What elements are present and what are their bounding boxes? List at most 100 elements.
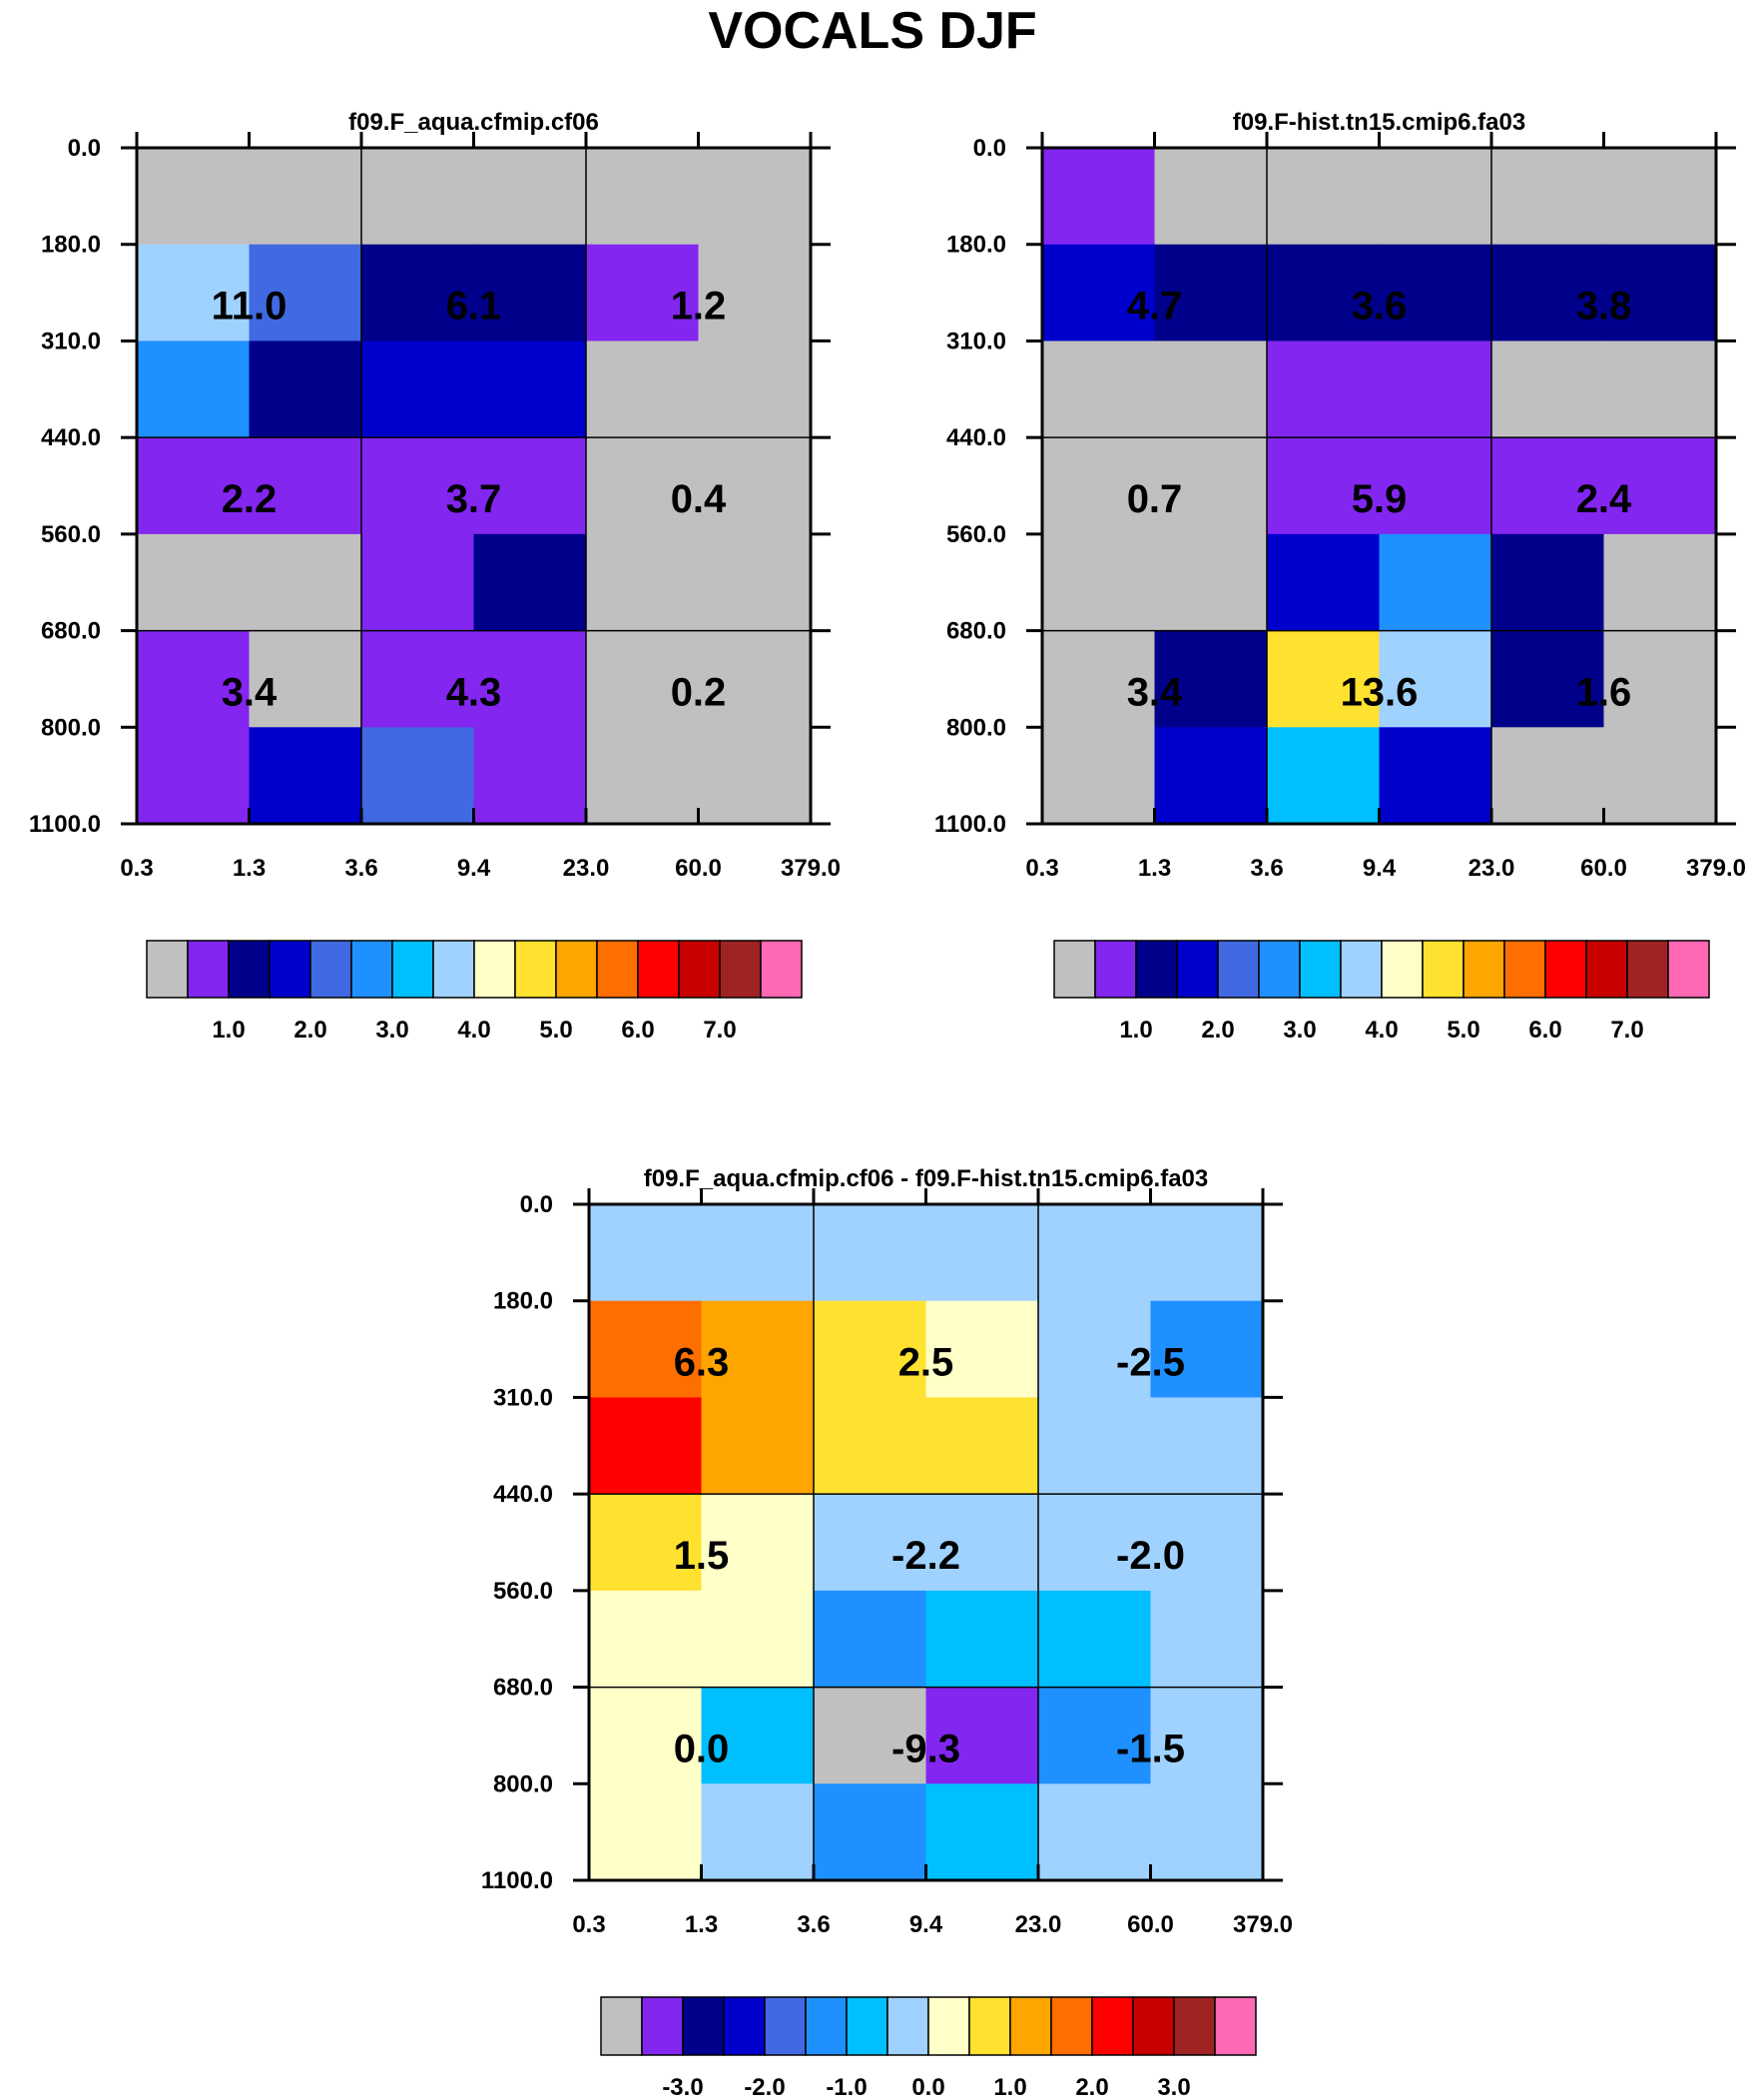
heatmap-cell [249, 727, 362, 825]
heatmap-panel-1: f09.F_aqua.cfmip.cf06 0.3 1.3 3.6 9.4 23.0 60.… [29, 109, 841, 1044]
heatmap-cell [1038, 1204, 1152, 1302]
heatmap-cell [698, 533, 812, 632]
heatmap-cell [137, 630, 251, 728]
colorbar-swatch [1340, 940, 1383, 999]
data-label: 3.8 [1576, 284, 1632, 328]
heatmap-cell [361, 437, 475, 535]
colorbar-swatch [1544, 940, 1587, 999]
colorbar-swatch [309, 940, 352, 999]
heatmap-cell [1042, 244, 1156, 343]
data-label: -1.5 [1116, 1727, 1185, 1770]
plots-container: f09.F_aqua.cfmip.cf06 0.3 1.3 3.6 9.4 23.0 60.… [29, 109, 1746, 2100]
heatmap-cell [137, 341, 251, 438]
heatmap-cell [1150, 1397, 1264, 1495]
heatmap-cell [925, 1494, 1039, 1592]
heatmap-cell [1603, 727, 1717, 825]
data-label: 4.3 [446, 670, 502, 714]
data-label: -2.5 [1116, 1340, 1185, 1384]
colorbar-swatch [805, 1996, 848, 2056]
heatmap-cell [586, 533, 700, 632]
colorbar-swatch [269, 940, 311, 999]
x-tick-label: 3.6 [344, 855, 377, 882]
heatmap-cell [361, 630, 475, 728]
y-tick-label: 440.0 [946, 424, 1006, 451]
colorbar-swatch [555, 940, 598, 999]
heatmap-cell [589, 1494, 703, 1592]
heatmap-cell [473, 341, 587, 438]
heatmap-cell [1491, 148, 1605, 246]
colorbar-swatch [846, 1996, 888, 2056]
colorbar-swatch [1132, 1996, 1175, 2056]
heatmap-cell [1267, 437, 1381, 535]
heatmap-cell [473, 244, 587, 343]
colorbar-tick-label: 2.0 [293, 1017, 326, 1044]
heatmap-cell [1379, 533, 1492, 632]
colorbar-swatch [1381, 940, 1424, 999]
heatmap-cell [589, 1590, 703, 1689]
y-tick-label: 800.0 [946, 714, 1006, 741]
x-tick-label: 9.4 [457, 855, 491, 882]
y-tick-label: 440.0 [493, 1481, 553, 1508]
x-tick-label: 60.0 [675, 855, 722, 882]
x-tick-label: 23.0 [563, 855, 610, 882]
heatmap-cell [814, 1783, 927, 1881]
colorbar-tick-label: 3.0 [1157, 2074, 1190, 2100]
heatmap-cell [1267, 341, 1381, 438]
colorbar-tick-label: -3.0 [662, 2074, 703, 2100]
colorbar-swatch [760, 940, 803, 999]
heatmap-cell [473, 727, 587, 825]
data-label: 2.2 [222, 477, 278, 521]
heatmap-cell [925, 1590, 1039, 1689]
heatmap-cell [589, 1783, 703, 1881]
heatmap-cell [137, 244, 251, 343]
heatmap-cell [1491, 727, 1605, 825]
heatmap-cell [1042, 727, 1156, 825]
data-label: 3.4 [222, 670, 278, 714]
heatmap-cell [1267, 630, 1381, 728]
colorbar-swatch [682, 1996, 725, 2056]
heatmap-cell [1154, 437, 1268, 535]
y-tick-label: 560.0 [946, 521, 1006, 548]
heatmap-cell [814, 1590, 927, 1689]
heatmap-cell [249, 341, 362, 438]
y-tick-label: 310.0 [946, 328, 1006, 354]
heatmap-cell [249, 630, 362, 728]
x-tick-label: 23.0 [1468, 855, 1515, 882]
heatmap-cell [589, 1204, 703, 1302]
heatmap-panel-2: f09.F-hist.tn15.cmip6.fa03 0.3 1.3 3.6 9.4 23… [934, 109, 1746, 1044]
heatmap-cell [473, 437, 587, 535]
colorbar-tick-label: 5.0 [1447, 1017, 1479, 1044]
heatmap-cell [1379, 437, 1492, 535]
x-tick-label: 0.3 [120, 855, 153, 882]
colorbar-swatch [1214, 1996, 1257, 2056]
x-tick-label: 9.4 [909, 1911, 943, 1938]
heatmap-cell [1150, 1300, 1264, 1399]
figure-title: VOCALS DJF [708, 2, 1036, 60]
heatmap-cell [1379, 244, 1492, 343]
colorbar-swatch [391, 940, 434, 999]
heatmap-cell [1154, 727, 1268, 825]
x-tick-label: 9.4 [1363, 855, 1397, 882]
x-tick-label: 60.0 [1580, 855, 1627, 882]
colorbar-swatch [968, 1996, 1011, 2056]
heatmap-cell [586, 630, 700, 728]
colorbar-swatch [1503, 940, 1546, 999]
heatmap-cell [1603, 244, 1717, 343]
heatmap-cell [586, 341, 700, 438]
y-tick-label: 180.0 [493, 1288, 553, 1315]
data-label: 13.6 [1341, 670, 1419, 714]
heatmap-cell [1603, 148, 1717, 246]
heatmap-cell [586, 148, 700, 246]
data-label: 5.9 [1352, 477, 1408, 521]
heatmap-cell [814, 1300, 927, 1399]
heatmap-cell [1042, 341, 1156, 438]
heatmap-cell [361, 244, 475, 343]
colorbar-tick-label: 7.0 [703, 1017, 736, 1044]
heatmap-cell [1154, 630, 1268, 728]
colorbar-swatch [432, 940, 475, 999]
panel-title: f09.F_aqua.cfmip.cf06 - f09.F-hist.tn15.… [644, 1165, 1209, 1192]
heatmap-cell [1491, 533, 1605, 632]
heatmap-cell [701, 1783, 815, 1881]
heatmap-cell [925, 1204, 1039, 1302]
data-label: 3.7 [446, 477, 502, 521]
